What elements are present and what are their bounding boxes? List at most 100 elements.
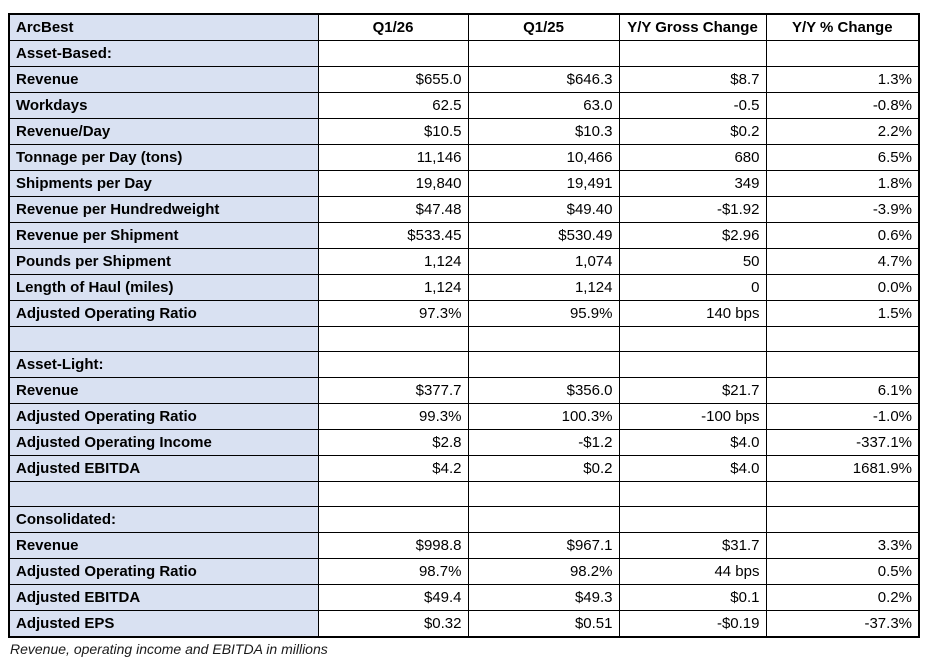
table-row: Adjusted Operating Income $2.8 -$1.2 $4.0 -3…: [8, 429, 920, 456]
table-row: Adjusted EBITDA $49.4 $49.3 $0.1 0.2%: [8, 584, 920, 611]
value-cell: 1,124: [467, 274, 620, 301]
value-cell: 140 bps: [618, 300, 767, 327]
value-cell: 97.3%: [317, 300, 469, 327]
value-cell: 1.8%: [765, 170, 920, 197]
value-cell: -337.1%: [765, 429, 920, 456]
value-cell: [467, 326, 620, 352]
row-label: Adjusted EBITDA: [8, 584, 319, 611]
value-cell: 1,124: [317, 248, 469, 275]
spacer-row: [8, 326, 920, 352]
value-cell: $4.0: [618, 455, 767, 482]
table-row: Revenue per Hundredweight $47.48 $49.40 -$1…: [8, 196, 920, 223]
row-label: Consolidated:: [8, 506, 319, 533]
value-cell: [618, 351, 767, 378]
value-cell: 1681.9%: [765, 455, 920, 482]
value-cell: [317, 40, 469, 67]
value-cell: 0.0%: [765, 274, 920, 301]
row-label: Revenue/Day: [8, 118, 319, 145]
value-cell: 19,840: [317, 170, 469, 197]
row-label: Revenue per Shipment: [8, 222, 319, 249]
value-cell: $2.96: [618, 222, 767, 249]
spacer-row: [8, 481, 920, 507]
value-cell: $0.51: [467, 610, 620, 638]
row-label: [8, 481, 319, 507]
value-cell: 19,491: [467, 170, 620, 197]
value-cell: 0: [618, 274, 767, 301]
value-cell: 98.2%: [467, 558, 620, 585]
value-cell: 62.5: [317, 92, 469, 119]
value-cell: 1.3%: [765, 66, 920, 93]
row-label: Adjusted Operating Ratio: [8, 558, 319, 585]
value-cell: -100 bps: [618, 403, 767, 430]
section-row: Asset-Light:: [8, 351, 920, 378]
table-row: Revenue/Day $10.5 $10.3 $0.2 2.2%: [8, 118, 920, 145]
value-cell: $47.48: [317, 196, 469, 223]
row-label: [8, 326, 319, 352]
value-cell: $0.32: [317, 610, 469, 638]
value-cell: $0.2: [467, 455, 620, 482]
table-title-cell: ArcBest: [8, 13, 319, 41]
value-cell: [467, 351, 620, 378]
value-cell: $10.3: [467, 118, 620, 145]
column-header-yy-gross-change: Y/Y Gross Change: [618, 13, 767, 41]
row-label: Revenue: [8, 532, 319, 559]
value-cell: $49.40: [467, 196, 620, 223]
value-cell: 0.6%: [765, 222, 920, 249]
value-cell: 680: [618, 144, 767, 171]
table-row: Revenue per Shipment $533.45 $530.49 $2.96 0…: [8, 222, 920, 249]
row-label: Shipments per Day: [8, 170, 319, 197]
value-cell: -3.9%: [765, 196, 920, 223]
value-cell: 44 bps: [618, 558, 767, 585]
value-cell: $356.0: [467, 377, 620, 404]
value-cell: $21.7: [618, 377, 767, 404]
row-label: Revenue per Hundredweight: [8, 196, 319, 223]
value-cell: $0.1: [618, 584, 767, 611]
value-cell: -37.3%: [765, 610, 920, 638]
value-cell: 349: [618, 170, 767, 197]
value-cell: -$0.19: [618, 610, 767, 638]
value-cell: 50: [618, 248, 767, 275]
row-label: Workdays: [8, 92, 319, 119]
value-cell: [618, 481, 767, 507]
value-cell: $998.8: [317, 532, 469, 559]
value-cell: $4.2: [317, 455, 469, 482]
value-cell: $967.1: [467, 532, 620, 559]
value-cell: $530.49: [467, 222, 620, 249]
table-row: Adjusted Operating Ratio 97.3% 95.9% 140 bp…: [8, 300, 920, 327]
footnote-text: Revenue, operating income and EBITDA in …: [10, 641, 328, 657]
value-cell: -0.5: [618, 92, 767, 119]
value-cell: 11,146: [317, 144, 469, 171]
value-cell: 2.2%: [765, 118, 920, 145]
row-label: Adjusted Operating Ratio: [8, 403, 319, 430]
value-cell: [765, 40, 920, 67]
value-cell: 98.7%: [317, 558, 469, 585]
row-label: Revenue: [8, 66, 319, 93]
value-cell: [317, 506, 469, 533]
value-cell: -$1.92: [618, 196, 767, 223]
column-header-yy-pct-change: Y/Y % Change: [765, 13, 920, 41]
value-cell: $655.0: [317, 66, 469, 93]
value-cell: [467, 40, 620, 67]
value-cell: $533.45: [317, 222, 469, 249]
value-cell: $377.7: [317, 377, 469, 404]
table-row: Revenue $377.7 $356.0 $21.7 6.1%: [8, 377, 920, 404]
table-row: Adjusted EBITDA $4.2 $0.2 $4.0 1681.9%: [8, 455, 920, 482]
value-cell: -0.8%: [765, 92, 920, 119]
value-cell: 4.7%: [765, 248, 920, 275]
section-row: Consolidated:: [8, 506, 920, 533]
value-cell: $4.0: [618, 429, 767, 456]
financial-table: ArcBest Q1/26 Q1/25 Y/Y Gross Change Y/Y…: [8, 13, 920, 638]
value-cell: [765, 506, 920, 533]
value-cell: [618, 40, 767, 67]
table-row: Length of Haul (miles) 1,124 1,124 0 0.0%: [8, 274, 920, 301]
value-cell: [467, 506, 620, 533]
value-cell: [317, 481, 469, 507]
value-cell: 1,124: [317, 274, 469, 301]
value-cell: 10,466: [467, 144, 620, 171]
value-cell: [618, 506, 767, 533]
value-cell: [765, 351, 920, 378]
value-cell: 6.5%: [765, 144, 920, 171]
value-cell: $49.4: [317, 584, 469, 611]
value-cell: 0.5%: [765, 558, 920, 585]
value-cell: 95.9%: [467, 300, 620, 327]
